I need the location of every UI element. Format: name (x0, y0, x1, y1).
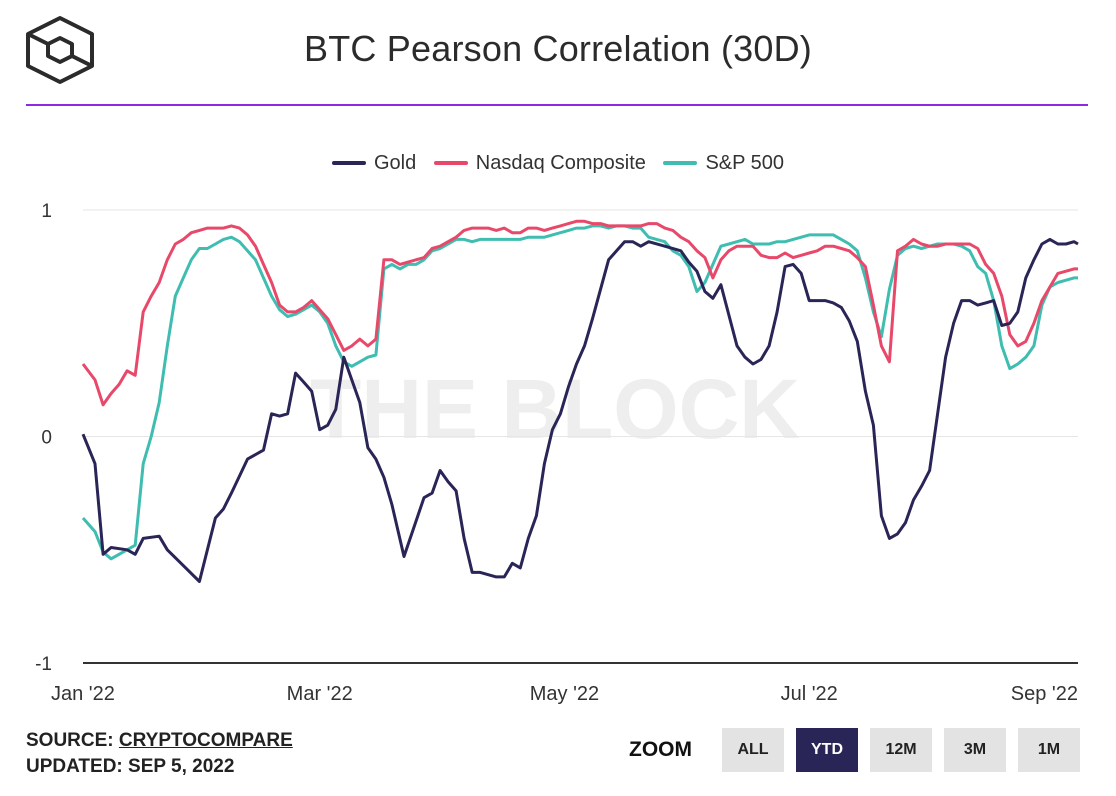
updated-value: SEP 5, 2022 (128, 756, 235, 777)
legend-label-sp500: S&P 500 (705, 151, 785, 174)
source-label: SOURCE: (26, 730, 114, 751)
zoom-all-button[interactable]: ALL (722, 728, 784, 772)
legend-item-nasdaq[interactable]: Nasdaq Composite (433, 151, 646, 175)
legend-label-nasdaq: Nasdaq Composite (475, 151, 646, 174)
y-tick-label: -1 (35, 654, 52, 675)
source-line: SOURCE: CRYPTOCOMPARE (26, 728, 293, 754)
chart-legend: Gold Nasdaq Composite S&P 500 (0, 148, 1116, 175)
updated-line: UPDATED: SEP 5, 2022 (26, 754, 293, 780)
source-link[interactable]: CRYPTOCOMPARE (118, 730, 293, 751)
zoom-label: ZOOM (629, 738, 692, 761)
legend-item-sp500[interactable]: S&P 500 (663, 152, 784, 175)
correlation-chart: THE BLOCK -1 0 1 Jan '22 Mar '22 May '22 Jul … (35, 201, 1079, 705)
series-line-gold (81, 237, 1079, 583)
legend-label-gold: Gold (373, 151, 417, 174)
watermark: THE BLOCK (310, 362, 800, 456)
x-tick-label: Jul '22 (781, 683, 838, 705)
legend-swatch-sp500 (663, 161, 698, 165)
chart-footer: SOURCE: CRYPTOCOMPARE UPDATED: SEP 5, 20… (26, 728, 293, 780)
zoom-12m-button[interactable]: 12M (870, 728, 932, 772)
legend-swatch-nasdaq (433, 161, 468, 165)
series-line-nasdaq-composite (81, 219, 1078, 407)
zoom-controls: ZOOM ALL YTD 12M 3M 1M (629, 728, 1080, 772)
series-line-s-p-500 (81, 224, 1078, 561)
updated-label: UPDATED: (26, 756, 123, 777)
x-tick-label: Jan '22 (51, 683, 115, 705)
zoom-1m-button[interactable]: 1M (1018, 728, 1080, 772)
legend-swatch-gold (331, 161, 366, 165)
zoom-ytd-button[interactable]: YTD (796, 728, 858, 772)
title-divider (26, 104, 1088, 106)
x-tick-label: Sep '22 (1011, 683, 1078, 705)
page-title: BTC Pearson Correlation (30D) (304, 28, 812, 69)
x-tick-label: May '22 (530, 683, 599, 705)
the-block-logo (26, 16, 94, 84)
x-tick-label: Mar '22 (287, 683, 353, 705)
legend-item-gold[interactable]: Gold (331, 151, 417, 175)
y-tick-label: 0 (41, 428, 52, 449)
y-tick-label: 1 (41, 201, 52, 222)
zoom-3m-button[interactable]: 3M (944, 728, 1006, 772)
